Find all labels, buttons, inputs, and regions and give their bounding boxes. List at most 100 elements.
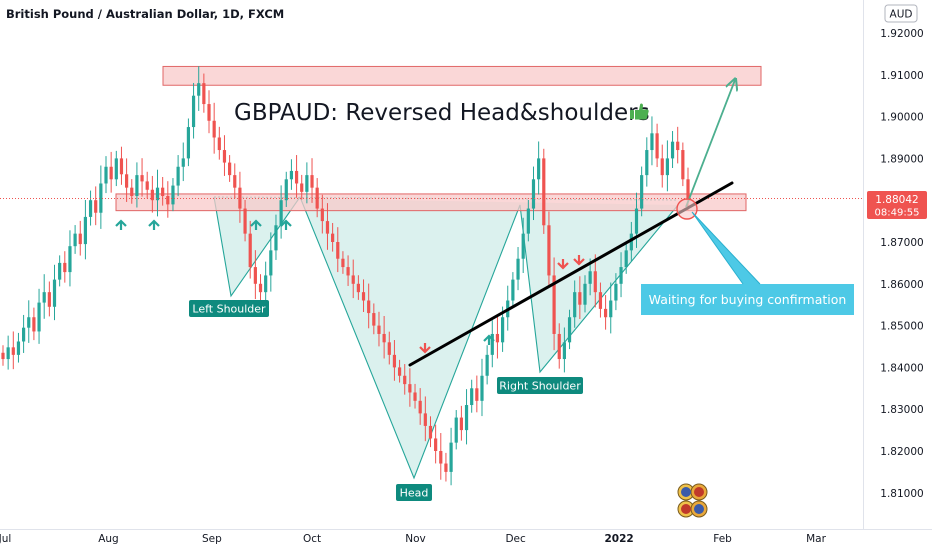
candle bbox=[367, 283, 371, 329]
candle bbox=[475, 375, 479, 413]
price-tick-label: 1.90000 bbox=[880, 112, 923, 124]
candle bbox=[444, 452, 448, 482]
candlestick-series bbox=[1, 66, 690, 486]
price-tick-label: 1.86000 bbox=[880, 279, 923, 291]
candle bbox=[676, 126, 680, 164]
candle bbox=[614, 273, 618, 311]
candle bbox=[207, 90, 211, 134]
candle bbox=[305, 162, 309, 204]
candle bbox=[428, 416, 433, 448]
candle bbox=[166, 181, 170, 218]
candle bbox=[567, 309, 572, 350]
candle bbox=[336, 227, 340, 273]
currency-badge[interactable] bbox=[884, 4, 918, 23]
price-tick-label: 1.87000 bbox=[880, 237, 923, 249]
candle bbox=[645, 137, 649, 187]
candle bbox=[490, 320, 494, 368]
candle bbox=[73, 225, 77, 254]
target-arrow[interactable] bbox=[685, 80, 735, 208]
candle bbox=[609, 282, 613, 334]
candle bbox=[171, 178, 175, 212]
candle bbox=[88, 190, 93, 226]
candle bbox=[598, 282, 603, 318]
candle bbox=[212, 102, 216, 154]
candle bbox=[619, 252, 623, 298]
buy-signal-arrow bbox=[250, 219, 262, 230]
time-tick-label: Feb bbox=[713, 533, 732, 545]
pattern-outline bbox=[213, 195, 679, 480]
right-shoulder-label-box bbox=[497, 377, 583, 394]
candle bbox=[52, 264, 57, 321]
candle bbox=[222, 135, 227, 176]
candle bbox=[413, 383, 417, 409]
candle bbox=[325, 203, 330, 250]
candle bbox=[392, 340, 397, 381]
candle bbox=[83, 199, 88, 260]
broker-logo bbox=[677, 483, 708, 518]
candle bbox=[557, 323, 561, 369]
candle bbox=[94, 186, 98, 226]
candle bbox=[361, 279, 366, 312]
candle bbox=[454, 410, 458, 450]
head-label: Head bbox=[400, 487, 429, 500]
headline-text: GBPAUD: Reversed Head&shoulders bbox=[234, 100, 650, 126]
candle bbox=[665, 140, 669, 192]
currency-badge-label: AUD bbox=[890, 9, 913, 21]
candle bbox=[320, 194, 324, 234]
candle bbox=[650, 116, 654, 166]
candle bbox=[253, 250, 257, 300]
candle bbox=[578, 276, 582, 319]
callout-box bbox=[641, 284, 854, 315]
time-tick-label: Jul bbox=[0, 533, 11, 545]
candle bbox=[562, 327, 566, 373]
candle bbox=[670, 131, 675, 168]
candle bbox=[310, 158, 314, 203]
candle bbox=[155, 169, 160, 217]
candle bbox=[197, 66, 201, 111]
sell-signal-arrow bbox=[557, 259, 569, 270]
price-tick-label: 1.82000 bbox=[880, 446, 923, 458]
candle bbox=[516, 247, 520, 291]
candle bbox=[531, 166, 536, 221]
time-axis[interactable]: Jul Aug Sep Oct Nov Dec 2022 Feb Mar bbox=[0, 533, 827, 545]
candle bbox=[526, 199, 530, 242]
candle bbox=[181, 142, 185, 182]
candle bbox=[315, 178, 319, 218]
confirmation-circle bbox=[676, 198, 698, 220]
candle bbox=[16, 332, 21, 363]
candle bbox=[346, 255, 350, 286]
neckline-zone[interactable] bbox=[115, 193, 747, 212]
candle bbox=[434, 424, 438, 464]
candle bbox=[300, 174, 304, 200]
candle bbox=[63, 251, 67, 283]
buy-signal-arrow bbox=[115, 219, 127, 230]
candle bbox=[449, 427, 453, 486]
candle bbox=[228, 155, 232, 182]
candle bbox=[264, 261, 268, 305]
drawing-overlays bbox=[0, 80, 864, 367]
price-tick-label: 1.85000 bbox=[880, 321, 923, 333]
candle bbox=[356, 275, 360, 300]
left-shoulder-label-box bbox=[189, 300, 269, 317]
candle bbox=[258, 274, 263, 301]
candle bbox=[547, 211, 551, 288]
candle bbox=[408, 368, 412, 407]
candle bbox=[274, 214, 278, 260]
buy-signal-arrow bbox=[148, 219, 160, 230]
candle bbox=[603, 295, 608, 330]
price-axis[interactable]: 1.920001.910001.900001.890001.880001.870… bbox=[880, 28, 923, 500]
symbol-title[interactable]: British Pound / Australian Dollar, 1D, F… bbox=[6, 7, 284, 21]
candle bbox=[418, 388, 422, 425]
candle bbox=[125, 158, 129, 202]
candle bbox=[495, 315, 500, 359]
candle bbox=[6, 335, 10, 370]
candle bbox=[593, 254, 597, 308]
candle bbox=[42, 274, 46, 319]
candle bbox=[573, 280, 577, 328]
candle bbox=[423, 396, 427, 442]
candle bbox=[1, 345, 5, 366]
resistance-zone[interactable] bbox=[162, 65, 762, 86]
current-price-tag bbox=[867, 191, 927, 219]
candle bbox=[511, 272, 515, 308]
